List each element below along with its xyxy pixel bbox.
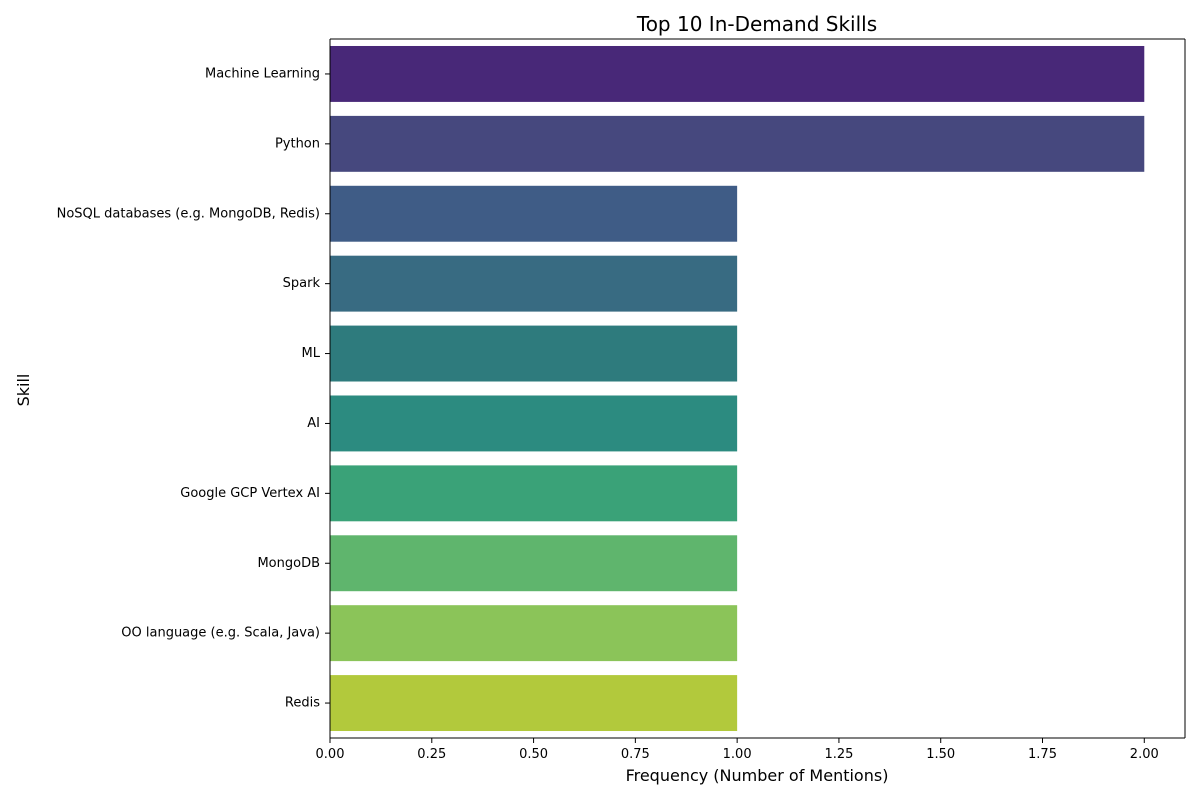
y-tick-label: Google GCP Vertex AI: [180, 486, 320, 501]
bar-google-gcp-vertex-ai: [330, 465, 738, 522]
y-tick-label: Spark: [283, 276, 321, 291]
x-tick-label: 0.50: [519, 747, 548, 762]
y-axis-label: Skill: [14, 374, 33, 407]
x-tick-label: 0.75: [621, 747, 650, 762]
bar-python: [330, 115, 1145, 172]
x-tick-label: 2.00: [1130, 747, 1159, 762]
axes-layer: [329, 38, 1186, 739]
bar-machine-learning: [330, 45, 1145, 102]
y-tick-label: ML: [302, 346, 321, 361]
bar-spark: [330, 255, 738, 312]
chart-title: Top 10 In-Demand Skills: [636, 12, 877, 36]
bar-nosql-databases-e-g-mongodb-redis: [330, 185, 738, 242]
bar-ai: [330, 395, 738, 452]
x-axis-label: Frequency (Number of Mentions): [626, 766, 889, 785]
y-tick-label: MongoDB: [257, 556, 320, 571]
y-tick-label: Python: [275, 136, 320, 151]
x-tick-label: 0.25: [417, 747, 446, 762]
x-tick-label: 1.25: [824, 747, 853, 762]
y-tick-label: NoSQL databases (e.g. MongoDB, Redis): [57, 206, 320, 221]
y-tick-label: Machine Learning: [205, 66, 320, 81]
x-ticks-layer: 0.00 0.25 0.50 0.75 1.00 1.25 1.50 1.75 2.00: [316, 738, 1159, 762]
bar-ml: [330, 325, 738, 382]
x-tick-label: 1.00: [723, 747, 752, 762]
x-tick-label: 1.75: [1028, 747, 1057, 762]
bars-layer: [330, 45, 1145, 732]
bar-mongodb: [330, 535, 738, 592]
x-tick-label: 0.00: [316, 747, 345, 762]
y-tick-label: OO language (e.g. Scala, Java): [121, 626, 320, 641]
bar-oo-language-e-g-scala-java: [330, 605, 738, 662]
y-tick-label: AI: [307, 416, 320, 431]
bar-redis: [330, 675, 738, 732]
y-tick-label: Redis: [285, 696, 320, 711]
y-ticks-layer: Machine Learning Python NoSQL databases (e…: [57, 66, 330, 711]
x-tick-label: 1.50: [926, 747, 955, 762]
